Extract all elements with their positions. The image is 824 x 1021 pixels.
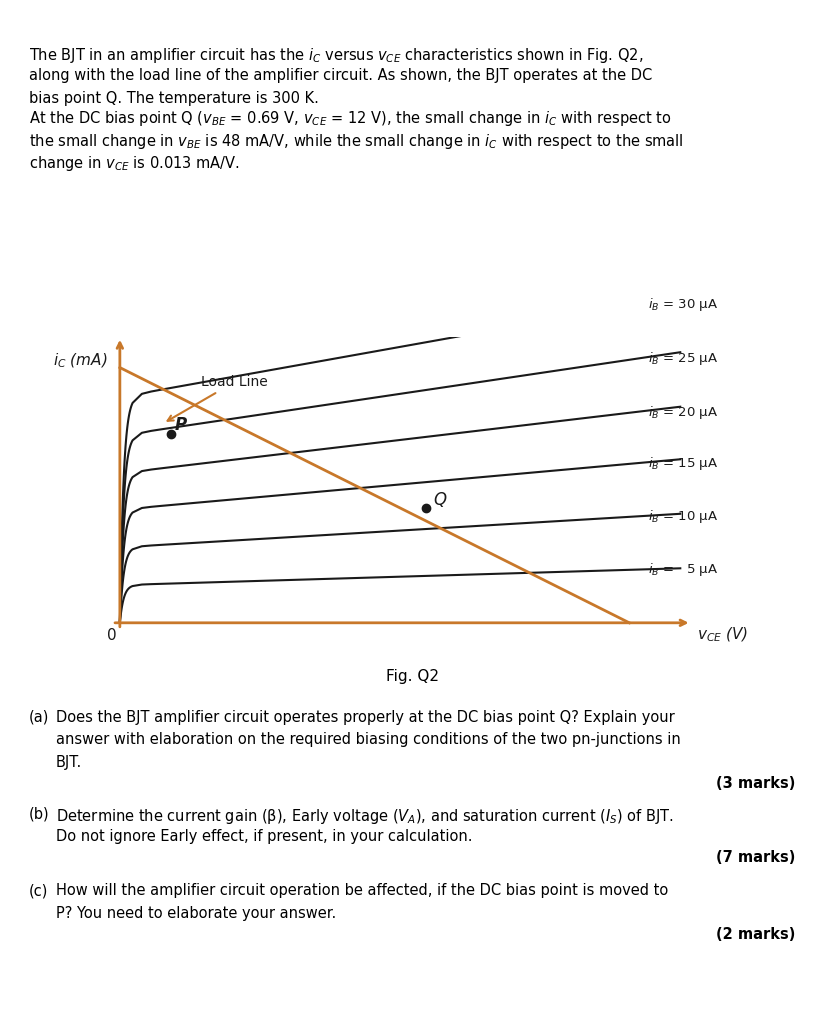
Text: $v_{CE}$ (V): $v_{CE}$ (V) <box>697 626 748 644</box>
Text: change in $v_{CE}$ is 0.013 mA/V.: change in $v_{CE}$ is 0.013 mA/V. <box>29 154 240 174</box>
Text: (a): (a) <box>29 710 49 725</box>
Text: $i_C$ (mA): $i_C$ (mA) <box>53 351 107 370</box>
Text: Fig. Q2: Fig. Q2 <box>386 669 438 684</box>
Text: Do not ignore Early effect, if present, in your calculation.: Do not ignore Early effect, if present, … <box>56 829 472 844</box>
Text: (7 marks): (7 marks) <box>716 850 795 866</box>
Text: The BJT in an amplifier circuit has the $i_C$ versus $v_{CE}$ characteristics sh: The BJT in an amplifier circuit has the … <box>29 46 644 65</box>
Text: along with the load line of the amplifier circuit. As shown, the BJT operates at: along with the load line of the amplifie… <box>29 68 652 84</box>
Text: How will the amplifier circuit operation be affected, if the DC bias point is mo: How will the amplifier circuit operation… <box>56 883 668 898</box>
Text: At the DC bias point Q ($v_{BE}$ = 0.69 V, $v_{CE}$ = 12 V), the small change in: At the DC bias point Q ($v_{BE}$ = 0.69 … <box>29 109 672 129</box>
Text: P: P <box>175 416 187 434</box>
Text: (3 marks): (3 marks) <box>716 776 795 791</box>
Text: BJT.: BJT. <box>56 755 82 770</box>
Text: Load Line: Load Line <box>167 375 268 421</box>
Text: $i_B$ = 25 μA: $i_B$ = 25 μA <box>648 350 719 368</box>
Text: $i_B$ = 30 μA: $i_B$ = 30 μA <box>648 296 719 313</box>
Text: bias point Q. The temperature is 300 K.: bias point Q. The temperature is 300 K. <box>29 91 319 106</box>
Text: Q: Q <box>433 491 447 509</box>
Text: (b): (b) <box>29 807 49 822</box>
Text: Determine the current gain (β), Early voltage ($V_A$), and saturation current ($: Determine the current gain (β), Early vo… <box>56 807 674 826</box>
Text: $i_B$ =   5 μA: $i_B$ = 5 μA <box>648 562 719 578</box>
Text: Does the BJT amplifier circuit operates properly at the DC bias point Q? Explain: Does the BJT amplifier circuit operates … <box>56 710 675 725</box>
Text: the small change in $v_{BE}$ is 48 mA/V, while the small change in $i_C$ with re: the small change in $v_{BE}$ is 48 mA/V,… <box>29 132 684 151</box>
Text: $i_B$ = 10 μA: $i_B$ = 10 μA <box>648 508 719 525</box>
Text: answer with elaboration on the required biasing conditions of the two pn-junctio: answer with elaboration on the required … <box>56 732 681 747</box>
Text: $i_B$ = 15 μA: $i_B$ = 15 μA <box>648 454 719 472</box>
Text: $i_B$ = 20 μA: $i_B$ = 20 μA <box>648 403 719 421</box>
Text: (c): (c) <box>29 883 49 898</box>
Text: P? You need to elaborate your answer.: P? You need to elaborate your answer. <box>56 906 336 921</box>
Text: 0: 0 <box>107 628 117 642</box>
Text: (2 marks): (2 marks) <box>716 927 795 942</box>
